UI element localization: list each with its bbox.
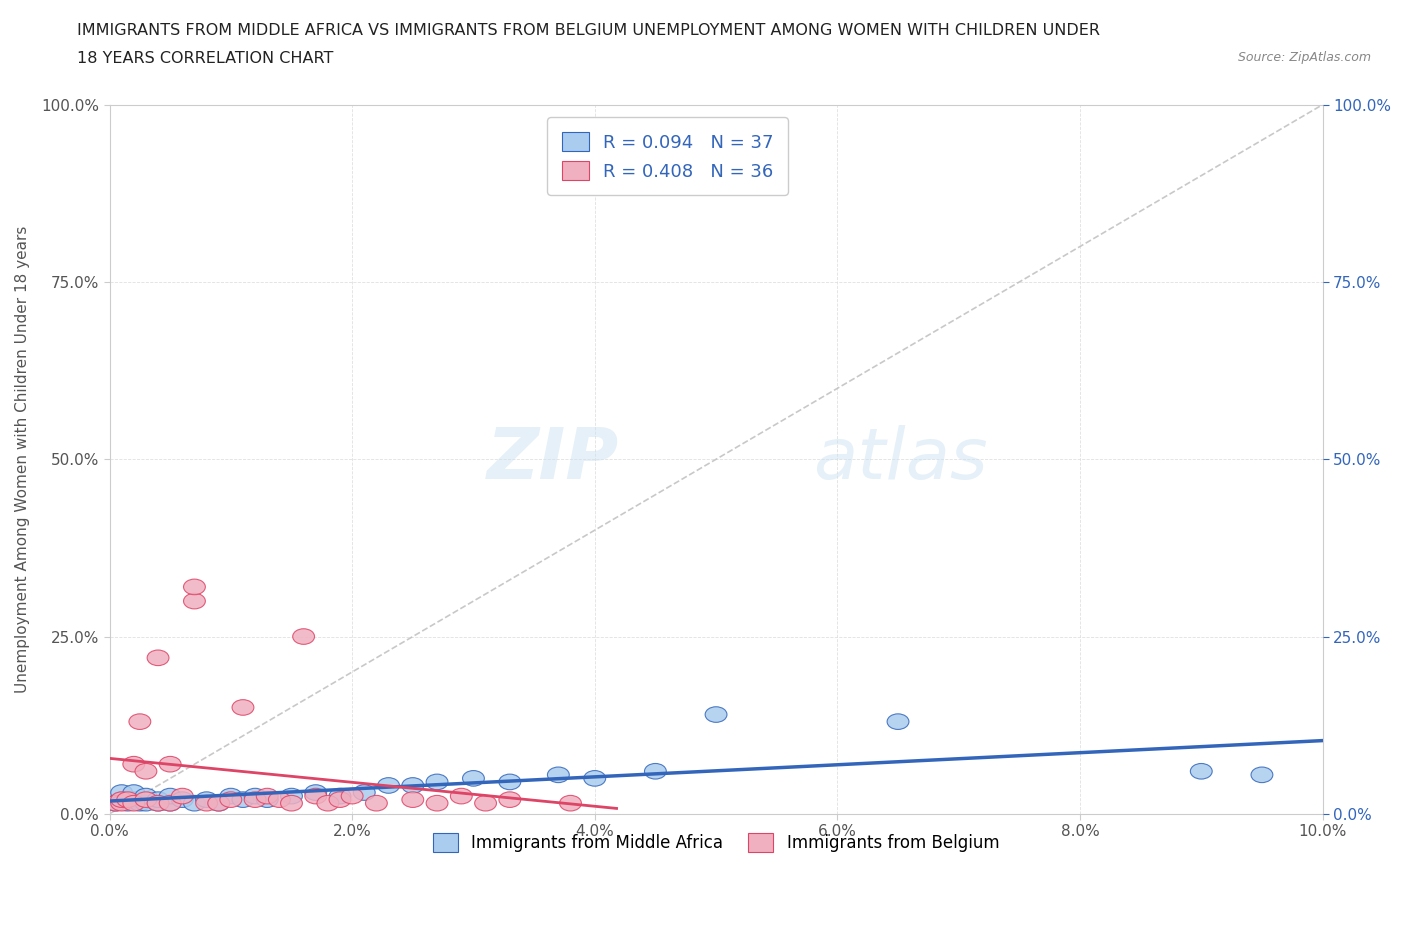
Ellipse shape	[208, 795, 229, 811]
Ellipse shape	[256, 791, 278, 807]
Ellipse shape	[402, 777, 423, 793]
Ellipse shape	[583, 771, 606, 786]
Ellipse shape	[305, 789, 326, 804]
Ellipse shape	[135, 791, 157, 807]
Text: ZIP: ZIP	[486, 425, 619, 494]
Ellipse shape	[104, 795, 127, 811]
Ellipse shape	[316, 795, 339, 811]
Ellipse shape	[195, 795, 218, 811]
Ellipse shape	[547, 767, 569, 783]
Ellipse shape	[329, 791, 352, 807]
Ellipse shape	[122, 791, 145, 807]
Ellipse shape	[159, 795, 181, 811]
Text: 18 YEARS CORRELATION CHART: 18 YEARS CORRELATION CHART	[77, 51, 333, 66]
Ellipse shape	[219, 789, 242, 804]
Ellipse shape	[450, 789, 472, 804]
Ellipse shape	[129, 714, 150, 729]
Ellipse shape	[232, 791, 254, 807]
Text: Source: ZipAtlas.com: Source: ZipAtlas.com	[1237, 51, 1371, 64]
Ellipse shape	[644, 764, 666, 779]
Ellipse shape	[256, 789, 278, 804]
Y-axis label: Unemployment Among Women with Children Under 18 years: Unemployment Among Women with Children U…	[15, 226, 30, 693]
Ellipse shape	[475, 795, 496, 811]
Ellipse shape	[342, 789, 363, 804]
Ellipse shape	[353, 785, 375, 801]
Ellipse shape	[463, 771, 484, 786]
Legend: Immigrants from Middle Africa, Immigrants from Belgium: Immigrants from Middle Africa, Immigrant…	[426, 827, 1005, 858]
Ellipse shape	[135, 764, 157, 779]
Ellipse shape	[111, 791, 132, 807]
Ellipse shape	[135, 789, 157, 804]
Ellipse shape	[245, 791, 266, 807]
Ellipse shape	[245, 789, 266, 804]
Ellipse shape	[232, 699, 254, 715]
Ellipse shape	[122, 756, 145, 772]
Ellipse shape	[499, 774, 520, 790]
Ellipse shape	[887, 714, 908, 729]
Ellipse shape	[172, 789, 193, 804]
Ellipse shape	[366, 795, 387, 811]
Text: atlas: atlas	[813, 425, 988, 494]
Ellipse shape	[329, 789, 352, 804]
Ellipse shape	[378, 777, 399, 793]
Ellipse shape	[148, 795, 169, 811]
Ellipse shape	[184, 579, 205, 594]
Ellipse shape	[560, 795, 582, 811]
Ellipse shape	[281, 789, 302, 804]
Ellipse shape	[1251, 767, 1272, 783]
Ellipse shape	[184, 593, 205, 609]
Ellipse shape	[172, 791, 193, 807]
Ellipse shape	[117, 791, 139, 807]
Ellipse shape	[111, 795, 132, 811]
Ellipse shape	[219, 791, 242, 807]
Text: IMMIGRANTS FROM MIDDLE AFRICA VS IMMIGRANTS FROM BELGIUM UNEMPLOYMENT AMONG WOME: IMMIGRANTS FROM MIDDLE AFRICA VS IMMIGRA…	[77, 23, 1101, 38]
Ellipse shape	[208, 795, 229, 811]
Ellipse shape	[129, 795, 150, 811]
Ellipse shape	[1191, 764, 1212, 779]
Ellipse shape	[499, 791, 520, 807]
Ellipse shape	[148, 791, 169, 807]
Ellipse shape	[104, 795, 127, 811]
Ellipse shape	[195, 791, 218, 807]
Ellipse shape	[159, 795, 181, 811]
Ellipse shape	[148, 795, 169, 811]
Ellipse shape	[111, 791, 132, 807]
Ellipse shape	[281, 795, 302, 811]
Ellipse shape	[292, 629, 315, 644]
Ellipse shape	[426, 774, 449, 790]
Ellipse shape	[402, 791, 423, 807]
Ellipse shape	[159, 789, 181, 804]
Ellipse shape	[305, 785, 326, 801]
Ellipse shape	[159, 756, 181, 772]
Ellipse shape	[184, 795, 205, 811]
Ellipse shape	[117, 795, 139, 811]
Ellipse shape	[122, 795, 145, 811]
Ellipse shape	[122, 785, 145, 801]
Ellipse shape	[148, 650, 169, 666]
Ellipse shape	[111, 785, 132, 801]
Ellipse shape	[135, 795, 157, 811]
Ellipse shape	[706, 707, 727, 723]
Ellipse shape	[269, 791, 290, 807]
Ellipse shape	[426, 795, 449, 811]
